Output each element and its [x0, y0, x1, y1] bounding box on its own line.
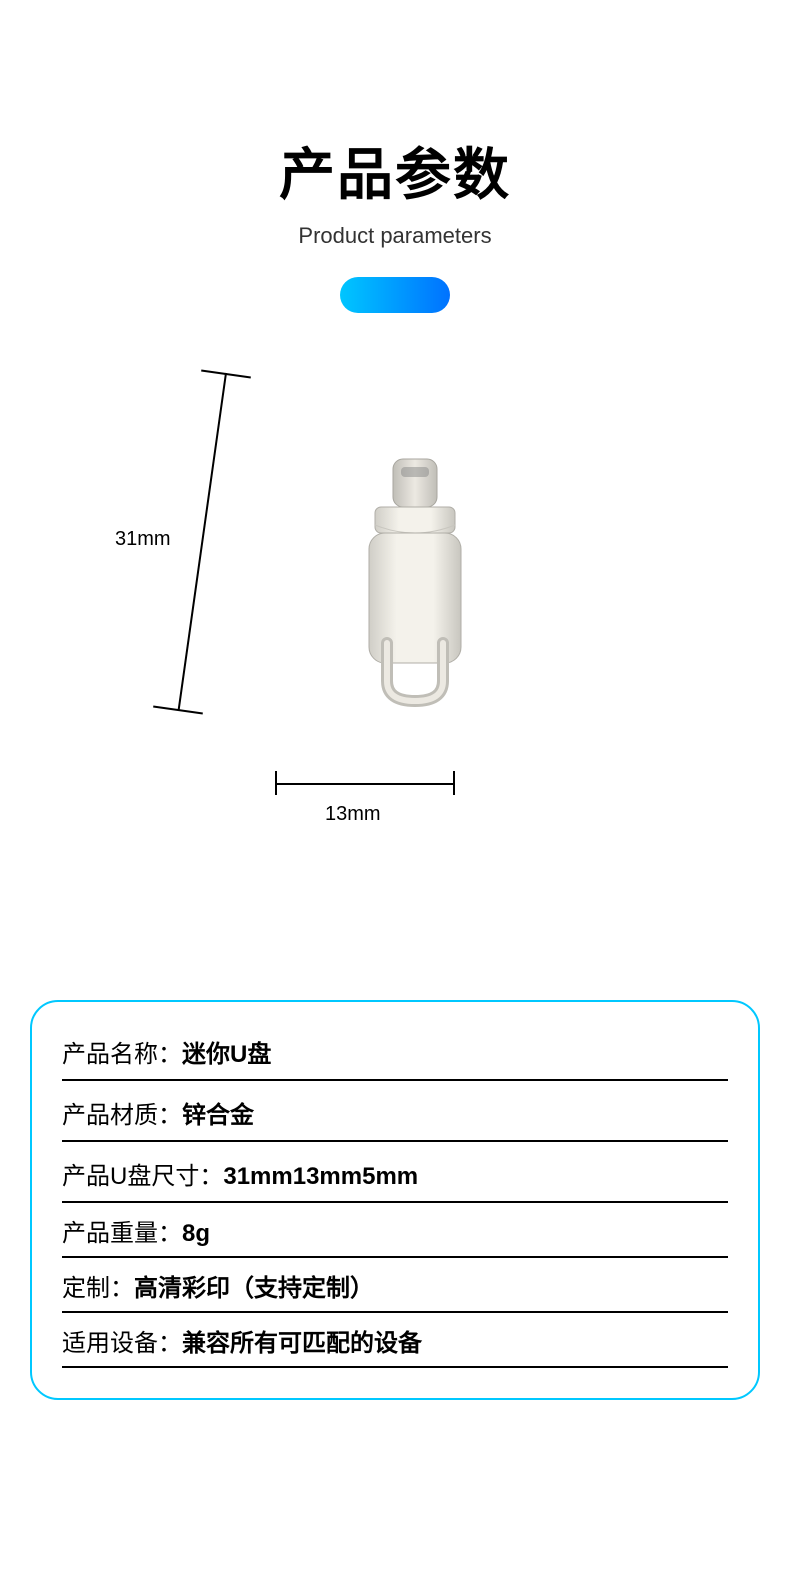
table-row: 产品名称：迷你U盘 — [62, 1020, 728, 1081]
height-dimension-label: 31mm — [115, 528, 171, 551]
specification-table: 产品名称：迷你U盘 产品材质：锌合金 产品U盘尺寸：31mm13mm5mm 产品… — [30, 1000, 760, 1400]
dimension-diagram: 31mm 13mm — [145, 353, 645, 853]
main-title: 产品参数 — [0, 130, 790, 211]
spec-label: 产品材质： — [62, 1102, 182, 1129]
vertical-dimension-line — [178, 373, 227, 710]
spec-label: 适用设备： — [62, 1330, 182, 1357]
spec-value: 迷你U盘 — [182, 1041, 271, 1068]
usb-drive-icon — [345, 453, 485, 713]
table-row: 产品重量：8g — [62, 1203, 728, 1258]
table-row: 产品U盘尺寸：31mm13mm5mm — [62, 1142, 728, 1203]
spec-label: 产品名称： — [62, 1041, 182, 1068]
spec-value: 锌合金 — [182, 1102, 254, 1129]
table-row: 产品材质：锌合金 — [62, 1081, 728, 1142]
spec-value: 8g — [182, 1220, 210, 1247]
accent-pill — [340, 277, 450, 313]
spec-value: 兼容所有可匹配的设备 — [182, 1330, 422, 1357]
spec-label: 定制： — [62, 1275, 134, 1302]
spec-label: 产品U盘尺寸： — [62, 1163, 223, 1190]
table-row: 适用设备：兼容所有可匹配的设备 — [62, 1313, 728, 1368]
spec-value: 31mm13mm5mm — [223, 1163, 418, 1190]
horizontal-cap-right — [453, 771, 455, 795]
subtitle: Product parameters — [0, 223, 790, 249]
header-section: 产品参数 Product parameters — [0, 0, 790, 313]
horizontal-dimension-line — [275, 783, 455, 785]
spec-label: 产品重量： — [62, 1220, 182, 1247]
table-row: 定制：高清彩印（支持定制） — [62, 1258, 728, 1313]
width-dimension-label: 13mm — [325, 803, 381, 826]
spec-value: 高清彩印（支持定制） — [134, 1275, 374, 1302]
